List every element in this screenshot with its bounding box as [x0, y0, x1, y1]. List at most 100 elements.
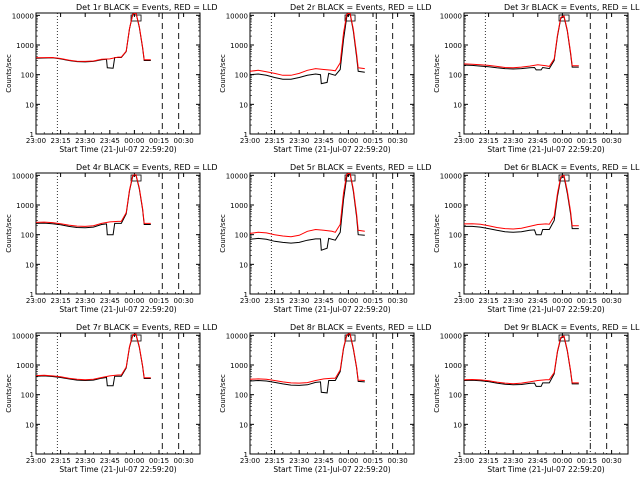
- x-tick-label: 00:00: [552, 137, 572, 145]
- y-tick-label: 1: [30, 291, 34, 299]
- x-tick-label: 23:15: [51, 137, 71, 145]
- y-axis-label: Counts/sec: [219, 54, 227, 93]
- x-tick-label: 23:00: [240, 457, 260, 465]
- x-tick-label: 23:00: [240, 297, 260, 305]
- series-line-lld: [464, 15, 579, 69]
- y-tick-label: 10000: [12, 12, 34, 20]
- series-line-lld: [464, 335, 579, 385]
- y-axis-label: Counts/sec: [5, 214, 13, 253]
- y-tick-label: 10: [239, 421, 248, 429]
- y-tick-label: 1: [30, 451, 34, 459]
- x-tick-label: 23:30: [289, 457, 309, 465]
- y-tick-label: 1: [458, 291, 462, 299]
- x-tick-label: 23:15: [479, 297, 499, 305]
- x-tick-label: 00:15: [577, 297, 597, 305]
- panel-title: Det 5r BLACK = Events, RED = LLD: [290, 163, 432, 172]
- y-tick-label: 10: [25, 101, 34, 109]
- plot-frame: [249, 172, 415, 295]
- plot-frame: [249, 332, 415, 455]
- panel-9: Det 9r BLACK = Events, RED = LLD 1 10 100 10…: [433, 323, 640, 474]
- series-line-events: [464, 335, 579, 387]
- y-tick-label: 1: [244, 131, 248, 139]
- x-tick-label: 23:45: [314, 137, 334, 145]
- x-axis-label: Start Time (21-Jul-07 22:59:20): [487, 465, 604, 474]
- series-group: [36, 174, 151, 236]
- y-tick-label: 10000: [440, 12, 462, 20]
- x-tick-label: 23:30: [289, 297, 309, 305]
- series-line-lld: [250, 333, 365, 384]
- x-tick-label: 00:15: [363, 137, 383, 145]
- series-line-events: [250, 173, 365, 251]
- series-line-events: [464, 175, 579, 236]
- panel-title: Det 4r BLACK = Events, RED = LLD: [76, 163, 218, 172]
- series-group: [250, 173, 365, 251]
- series-line-lld: [36, 174, 151, 227]
- x-axis-label: Start Time (21-Jul-07 22:59:20): [273, 465, 390, 474]
- x-tick-label: 00:30: [388, 137, 408, 145]
- panel-4: Det 4r BLACK = Events, RED = LLD 1 10 100 10…: [5, 163, 218, 314]
- x-tick-label: 00:15: [577, 457, 597, 465]
- x-tick-label: 23:15: [479, 137, 499, 145]
- panel-title: Det 7r BLACK = Events, RED = LLD: [76, 323, 218, 332]
- x-tick-label: 23:45: [100, 297, 120, 305]
- series-line-events: [464, 15, 579, 71]
- x-tick-label: 00:15: [149, 137, 169, 145]
- y-tick-label: 10: [453, 421, 462, 429]
- x-tick-label: 23:00: [454, 297, 474, 305]
- peak-marker: [558, 334, 570, 342]
- y-tick-label: 10: [453, 261, 462, 269]
- x-tick-label: 23:30: [75, 457, 95, 465]
- x-tick-label: 00:00: [338, 457, 358, 465]
- panel-title: Det 9r BLACK = Events, RED = LLD: [504, 323, 640, 332]
- y-tick-label: 10: [239, 101, 248, 109]
- plot-frame: [35, 332, 201, 455]
- y-tick-label: 1: [244, 451, 248, 459]
- x-axis-label: Start Time (21-Jul-07 22:59:20): [487, 305, 604, 314]
- panel-title: Det 6r BLACK = Events, RED = LLD: [504, 163, 640, 172]
- panel-title: Det 1r BLACK = Events, RED = LLD: [76, 3, 218, 12]
- y-axis-label: Counts/sec: [219, 374, 227, 413]
- x-tick-label: 23:00: [26, 137, 46, 145]
- x-tick-label: 23:15: [265, 137, 285, 145]
- x-tick-label: 00:00: [124, 457, 144, 465]
- x-tick-label: 00:30: [174, 297, 194, 305]
- plot-frame: [463, 12, 629, 135]
- series-group: [36, 13, 151, 69]
- x-tick-label: 23:30: [289, 137, 309, 145]
- y-tick-label: 10: [25, 261, 34, 269]
- y-tick-label: 1000: [444, 202, 462, 210]
- x-tick-label: 00:30: [388, 457, 408, 465]
- y-tick-label: 10: [453, 101, 462, 109]
- series-line-lld: [464, 174, 579, 230]
- x-tick-label: 23:45: [528, 137, 548, 145]
- panel-title: Det 2r BLACK = Events, RED = LLD: [290, 3, 432, 12]
- y-tick-label: 100: [449, 392, 462, 400]
- x-tick-label: 23:15: [51, 297, 71, 305]
- y-tick-label: 10000: [440, 332, 462, 340]
- x-axis-label: Start Time (21-Jul-07 22:59:20): [273, 145, 390, 154]
- x-tick-label: 23:00: [26, 457, 46, 465]
- x-tick-label: 23:45: [314, 457, 334, 465]
- x-tick-label: 00:30: [174, 137, 194, 145]
- x-tick-label: 23:00: [26, 297, 46, 305]
- x-tick-label: 23:30: [503, 457, 523, 465]
- y-tick-label: 100: [21, 232, 34, 240]
- x-axis-label: Start Time (21-Jul-07 22:59:20): [59, 305, 176, 314]
- x-tick-label: 00:15: [363, 457, 383, 465]
- x-tick-label: 23:15: [479, 457, 499, 465]
- y-tick-label: 100: [21, 72, 34, 80]
- panel-title: Det 8r BLACK = Events, RED = LLD: [290, 323, 432, 332]
- x-tick-label: 00:30: [602, 297, 622, 305]
- x-tick-label: 00:15: [577, 137, 597, 145]
- y-tick-label: 1: [30, 131, 34, 139]
- y-axis-label: Counts/sec: [5, 54, 13, 93]
- peak-marker: [558, 14, 570, 22]
- y-tick-label: 10000: [226, 172, 248, 180]
- y-tick-label: 1000: [16, 362, 34, 370]
- y-tick-label: 1: [458, 451, 462, 459]
- x-tick-label: 23:45: [314, 297, 334, 305]
- y-tick-label: 1000: [230, 202, 248, 210]
- y-tick-label: 1: [458, 131, 462, 139]
- y-tick-label: 100: [235, 232, 248, 240]
